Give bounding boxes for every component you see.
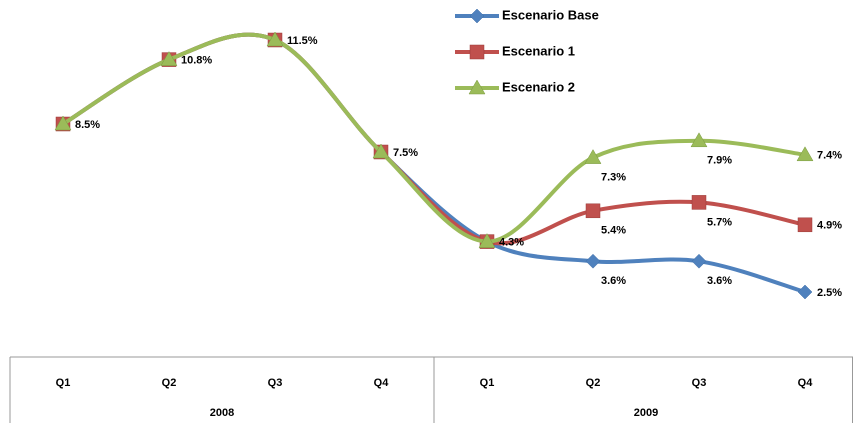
legend-marker bbox=[468, 79, 486, 95]
x-tick-label: Q3 bbox=[692, 377, 707, 389]
data-label: 7.4% bbox=[817, 150, 842, 162]
marker bbox=[478, 233, 496, 248]
data-label: 2.5% bbox=[817, 287, 842, 299]
legend-label: Escenario 1 bbox=[502, 43, 575, 58]
data-label: 4.9% bbox=[817, 220, 842, 232]
marker bbox=[690, 132, 708, 148]
x-tick-label: Q4 bbox=[374, 377, 390, 389]
legend-marker bbox=[469, 44, 485, 60]
marker bbox=[585, 253, 601, 269]
data-label: 8.5% bbox=[75, 119, 100, 131]
series bbox=[55, 32, 813, 300]
x-tick-label: Q2 bbox=[586, 377, 601, 389]
group-label: 2009 bbox=[634, 407, 658, 419]
data-label: 7.5% bbox=[393, 147, 418, 159]
marker bbox=[796, 146, 814, 162]
data-label: 10.8% bbox=[181, 55, 212, 67]
x-tick-label: Q3 bbox=[268, 377, 283, 389]
group-label: 2008 bbox=[210, 407, 234, 419]
data-label: 3.6% bbox=[601, 275, 626, 287]
marker bbox=[372, 143, 390, 159]
marker bbox=[585, 203, 601, 219]
marker bbox=[584, 149, 602, 164]
x-tick-label: Q1 bbox=[56, 377, 71, 389]
x-tick-label: Q2 bbox=[162, 377, 177, 389]
data-label: 4.3% bbox=[499, 237, 524, 249]
series bbox=[54, 31, 814, 248]
data-label: 5.7% bbox=[707, 216, 732, 228]
marker bbox=[797, 284, 813, 300]
marker bbox=[54, 115, 72, 131]
legend-label: Escenario Base bbox=[502, 7, 599, 22]
marker bbox=[691, 195, 707, 210]
data-label: 7.3% bbox=[601, 172, 626, 184]
data-label: 11.5% bbox=[287, 35, 318, 47]
series-line bbox=[61, 32, 806, 294]
marker bbox=[797, 217, 813, 233]
marker bbox=[691, 253, 707, 269]
x-tick-label: Q4 bbox=[798, 377, 814, 389]
legend-marker bbox=[469, 8, 485, 24]
marker bbox=[266, 31, 284, 47]
marker bbox=[160, 51, 178, 66]
data-label: 3.6% bbox=[707, 275, 732, 287]
series-line bbox=[61, 32, 806, 244]
data-label: 7.9% bbox=[707, 155, 732, 167]
legend-label: Escenario 2 bbox=[502, 79, 575, 94]
x-tick-label: Q1 bbox=[480, 377, 495, 389]
data-label: 5.4% bbox=[601, 225, 626, 237]
